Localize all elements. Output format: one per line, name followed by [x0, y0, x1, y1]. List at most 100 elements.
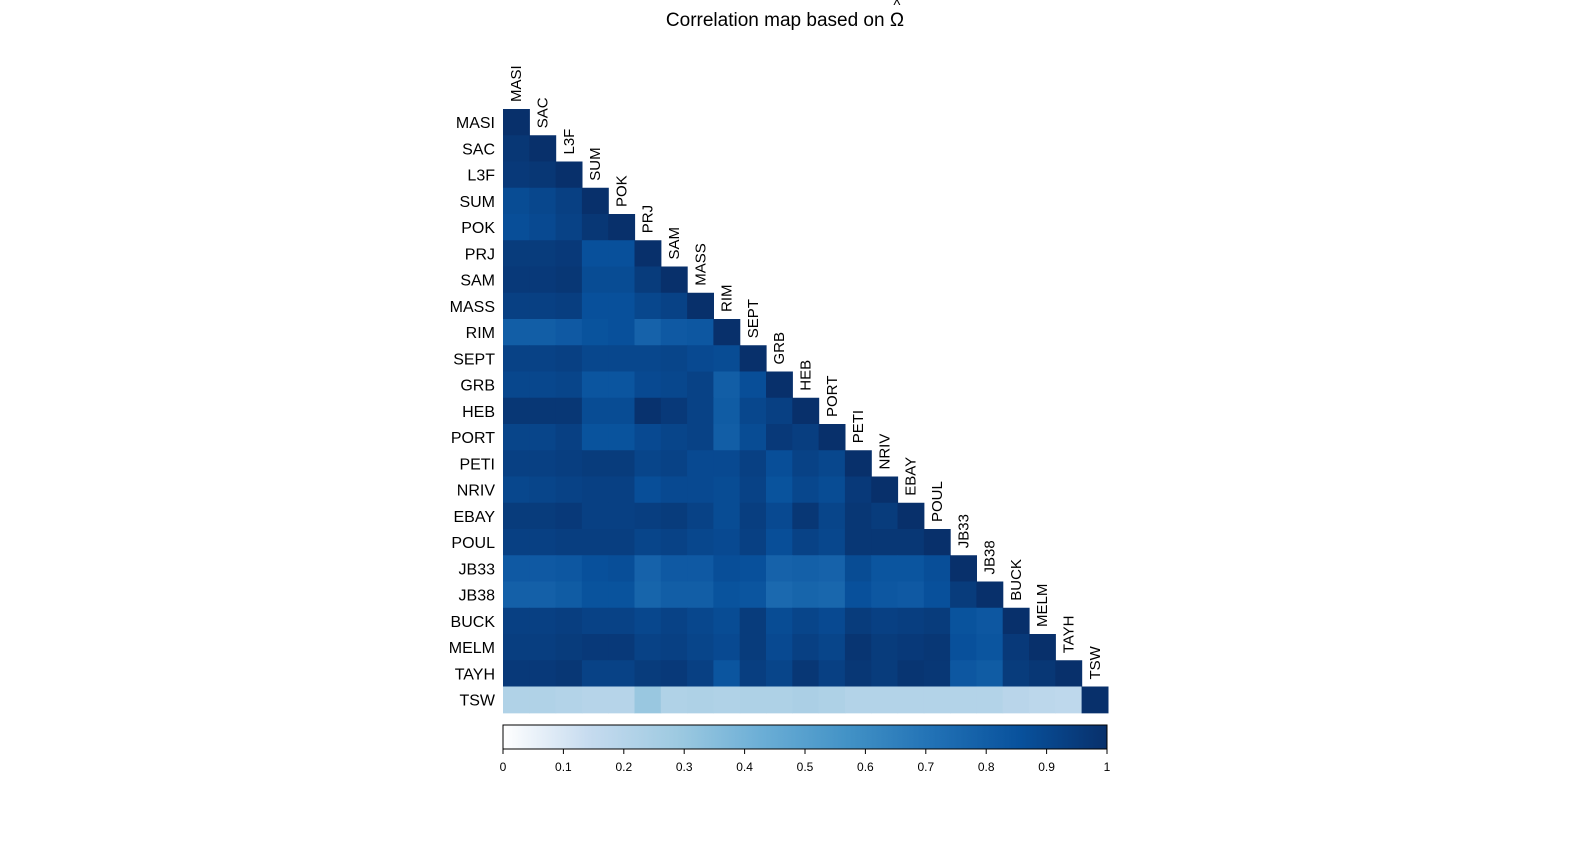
column-label-port: PORT — [824, 376, 841, 417]
heatmap-cell-buck-prj — [634, 607, 662, 635]
colorbar-tick-label: 0.2 — [615, 760, 632, 774]
heatmap-cell-tsw-tsw — [1081, 686, 1109, 714]
heatmap-cell-tsw-jb33 — [950, 686, 977, 714]
colorbar-tick-label: 0.1 — [555, 760, 572, 774]
column-label-buck: BUCK — [1008, 559, 1025, 601]
heatmap-cell-tsw-jb38 — [976, 686, 1004, 714]
column-labels: MASI SAC L3F SUM POK PRJ SAM MASS RIM SEPT GRB HEB P… — [508, 65, 1104, 679]
heatmap-cell-jb33-port — [818, 555, 846, 583]
heatmap-cell-jb38-l3f — [555, 581, 583, 609]
heatmap-cell-melm-nriv — [871, 634, 899, 661]
heatmap-cell-poul-nriv — [871, 529, 899, 556]
heatmap-cell-peti-l3f — [555, 450, 583, 478]
heatmap-cell-tsw-poul — [923, 686, 951, 714]
column-label-rim: RIM — [719, 285, 736, 313]
heatmap-cell-grb-sept — [739, 371, 767, 399]
heatmap-cell-jb38-mass — [687, 581, 714, 609]
heatmap-cell-mass-masi — [503, 292, 530, 320]
heatmap-cell-pok-sac — [529, 214, 557, 241]
colorbar-gradient — [502, 724, 1108, 750]
heatmap-cell-melm-jb33 — [950, 634, 977, 661]
heatmap-cell-jb38-jb38 — [976, 581, 1004, 609]
heatmap-cell-jb38-rim — [713, 581, 741, 609]
heatmap-cell-jb33-nriv — [871, 555, 899, 583]
heatmap-cell-poul-sept — [739, 529, 767, 556]
row-label-sum: SUM — [459, 194, 495, 211]
heatmap-cell-prj-sac — [529, 240, 557, 268]
heatmap-cell-buck-grb — [766, 607, 793, 635]
heatmap-cell-jb33-sac — [529, 555, 557, 583]
row-labels: MASI SAC L3F SUM POK PRJ SAM MASS RIM SEPT GRB HEB P… — [449, 115, 496, 710]
heatmap-cell-melm-heb — [792, 634, 820, 661]
heatmap-cell-jb38-ebay — [897, 581, 925, 609]
heatmap-cell-port-pok — [608, 424, 636, 451]
heatmap-cell-jb38-peti — [844, 581, 872, 609]
heatmap-cell-sam-pok — [608, 266, 636, 294]
column-label-peti: PETI — [850, 410, 867, 443]
heatmap-cell-pok-l3f — [555, 214, 583, 241]
heatmap-cell-sac-sac — [529, 135, 557, 163]
heatmap-cell-poul-poul — [923, 529, 951, 556]
heatmap-cell-buck-poul — [923, 607, 951, 635]
heatmap-cell-grb-grb — [766, 371, 793, 399]
heatmap-cell-sept-sam — [660, 345, 688, 373]
heatmap-cell-sept-rim — [713, 345, 741, 373]
heatmap-cell-nriv-peti — [844, 476, 872, 504]
column-label-prj: PRJ — [640, 205, 657, 233]
row-label-jb33: JB33 — [459, 561, 496, 578]
heatmap-cell-ebay-l3f — [555, 502, 583, 530]
heatmap-cell-heb-heb — [792, 397, 820, 425]
row-label-nriv: NRIV — [457, 483, 496, 500]
heatmap-cell-tayh-pok — [608, 660, 636, 688]
heatmap-cell-peti-heb — [792, 450, 820, 478]
heatmap-cell-sam-prj — [634, 266, 662, 294]
row-label-port: PORT — [451, 430, 495, 447]
heatmap-cell-buck-heb — [792, 607, 820, 635]
heatmap-cell-buck-port — [818, 607, 846, 635]
heatmap-cell-buck-ebay — [897, 607, 925, 635]
heatmap-cell-nriv-mass — [687, 476, 714, 504]
omega-letter: Ω — [889, 10, 905, 31]
heatmap-cell-ebay-prj — [634, 502, 662, 530]
colorbar-tick-label: 0.4 — [736, 760, 753, 774]
heatmap-cell-poul-sum — [581, 529, 609, 556]
row-label-jb38: JB38 — [459, 588, 496, 605]
heatmap-cell-poul-l3f — [555, 529, 583, 556]
heatmap-cell-tsw-prj — [634, 686, 662, 714]
heatmap-cell-ebay-sum — [581, 502, 609, 530]
heatmap-cell-grb-prj — [634, 371, 662, 399]
heatmap-cell-grb-rim — [713, 371, 741, 399]
heatmap-cell-ebay-sam — [660, 502, 688, 530]
heatmap-cell-sum-sum — [581, 187, 609, 215]
heatmap-cell-mass-mass — [687, 292, 714, 320]
colorbar-tick-label: 0.6 — [857, 760, 874, 774]
heatmap-cell-melm-port — [818, 634, 846, 661]
heatmap-cell-sum-masi — [503, 187, 530, 215]
heatmap-cell-port-sac — [529, 424, 557, 451]
column-label-tayh: TAYH — [1060, 615, 1077, 653]
row-label-sac: SAC — [462, 141, 495, 158]
heatmap-cell-poul-port — [818, 529, 846, 556]
heatmap-cell-tsw-sam — [660, 686, 688, 714]
heatmap-cell-pok-pok — [608, 214, 636, 241]
column-label-ebay: EBAY — [903, 457, 920, 496]
heatmap-cell-jb33-sam — [660, 555, 688, 583]
heatmap-cell-poul-sam — [660, 529, 688, 556]
row-label-poul: POUL — [451, 535, 495, 552]
heatmap-cell-sam-sam — [660, 266, 688, 294]
heatmap-cell-poul-peti — [844, 529, 872, 556]
heatmap-cell-ebay-grb — [766, 502, 793, 530]
heatmap-cell-buck-sam — [660, 607, 688, 635]
heatmap-cell-port-sum — [581, 424, 609, 451]
heatmap-cell-jb38-port — [818, 581, 846, 609]
row-label-sam: SAM — [460, 273, 495, 290]
heatmap-cell-grb-l3f — [555, 371, 583, 399]
heatmap-cell-jb38-sum — [581, 581, 609, 609]
heatmap-cell-ebay-mass — [687, 502, 714, 530]
heatmap-cell-tayh-mass — [687, 660, 714, 688]
heatmap-cell-pok-sum — [581, 214, 609, 241]
heatmap-cell-port-mass — [687, 424, 714, 451]
column-label-sam: SAM — [666, 227, 683, 260]
heatmap-cell-tayh-tayh — [1055, 660, 1083, 688]
heatmap-cell-jb38-nriv — [871, 581, 899, 609]
